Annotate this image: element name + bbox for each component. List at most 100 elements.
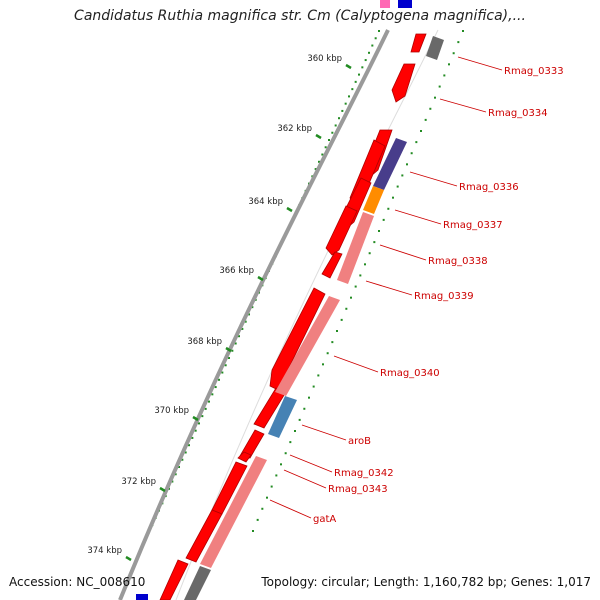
skew-dot (420, 130, 422, 132)
gc-dot (251, 306, 254, 309)
skew-dot (266, 496, 268, 499)
gc-dot (374, 37, 377, 40)
gene-label[interactable]: Rmag_0336 (459, 182, 519, 193)
gc-dot (331, 131, 334, 134)
cog-block[interactable] (426, 36, 444, 60)
skew-dot (359, 274, 362, 277)
cog-block[interactable] (184, 566, 211, 600)
gene-leader-line (457, 56, 503, 71)
gene-label[interactable]: Rmag_0343 (328, 484, 388, 495)
gc-dot (174, 473, 177, 476)
skew-dot (378, 230, 380, 232)
skew-dot (368, 252, 371, 255)
gc-dot (234, 342, 237, 345)
skew-dot (275, 474, 278, 477)
gene-leader-line (394, 209, 442, 225)
cog-block[interactable] (275, 296, 340, 396)
tick-mark (159, 486, 166, 493)
tick-label: 366 kbp (219, 266, 254, 276)
gc-dot (248, 313, 250, 316)
gc-dot (204, 407, 207, 410)
gc-dot (181, 458, 184, 461)
gc-dot (224, 364, 227, 367)
skew-dot (317, 374, 320, 377)
skew-dot (373, 241, 376, 244)
skew-dot (434, 96, 436, 99)
gene-label[interactable]: Rmag_0333 (504, 66, 564, 77)
gc-skew-dots (128, 30, 464, 577)
skew-dot (354, 285, 357, 288)
gene-track-forward (159, 33, 427, 600)
skew-dot (336, 330, 338, 332)
gene-arrow[interactable] (269, 287, 326, 391)
tick-mark (225, 346, 232, 353)
gene-label[interactable]: Rmag_0339 (414, 291, 474, 302)
topology-label: Topology: circular; Length: 1,160,782 bp… (261, 575, 591, 589)
skew-dot (308, 396, 310, 399)
gene-arrow[interactable] (159, 559, 189, 600)
cog-block[interactable] (337, 212, 374, 284)
gc-dot (191, 436, 194, 439)
gc-dot (238, 335, 240, 338)
tick-labels: 360 kbp 362 kbp 364 kbp 366 kbp 368 kbp 370 k… (87, 54, 352, 562)
skew-dot (350, 296, 352, 299)
cog-block[interactable] (268, 396, 297, 438)
gene-label[interactable]: Rmag_0340 (380, 368, 440, 379)
skew-dot (429, 107, 432, 110)
gc-dot (334, 124, 337, 127)
skew-dot (438, 85, 441, 88)
gene-leader-line (301, 424, 347, 441)
gene-label[interactable]: Rmag_0334 (488, 108, 548, 119)
gene-arrow[interactable] (239, 429, 265, 459)
gene-arrow[interactable] (410, 33, 427, 53)
skew-dot (270, 485, 273, 488)
gene-arrow[interactable] (185, 509, 223, 563)
gene-leader-line (333, 355, 379, 373)
gc-dot (184, 451, 187, 454)
skew-dot (326, 352, 329, 355)
map-title: Candidatus Ruthia magnifica str. Cm (Cal… (74, 8, 526, 24)
skew-dot (312, 385, 315, 388)
skew-dot (294, 430, 296, 432)
skew-dot (443, 74, 446, 77)
skew-dot (256, 518, 259, 521)
cog-block[interactable] (200, 456, 267, 568)
skew-dot (448, 63, 450, 66)
gene-label[interactable]: aroB (348, 436, 371, 447)
top-block-blue (398, 0, 412, 8)
tick-label: 364 kbp (248, 197, 283, 207)
gene-arrow[interactable] (237, 451, 252, 463)
gene-label[interactable]: Rmag_0337 (443, 220, 503, 231)
skew-dot (252, 530, 254, 532)
tick-label: 374 kbp (87, 546, 122, 556)
gc-dot (318, 160, 320, 163)
skew-dot (410, 152, 413, 155)
accession-label: Accession: NC_008610 (9, 575, 146, 589)
cog-block[interactable] (363, 186, 384, 214)
gc-dot (228, 357, 230, 359)
gc-dot (314, 168, 317, 171)
gc-dot (351, 88, 354, 91)
gc-dot (211, 393, 214, 396)
gc-dot (338, 117, 340, 120)
gc-dot (324, 146, 327, 149)
gene-leader-line (379, 244, 427, 261)
gene-arrow[interactable] (391, 63, 416, 103)
gc-dot (178, 466, 180, 468)
gene-leader-line (269, 499, 312, 519)
gene-leader-line (439, 98, 487, 113)
gc-dot (311, 175, 314, 178)
skew-dot (406, 163, 408, 166)
cog-block[interactable] (373, 138, 407, 190)
gene-arrow[interactable] (321, 251, 343, 279)
gene-label[interactable]: gatA (313, 514, 336, 525)
gc-dot (378, 30, 380, 32)
skew-dot (396, 185, 399, 188)
skew-dot (322, 363, 324, 366)
skew-dot (261, 507, 264, 510)
gene-label[interactable]: Rmag_0342 (334, 468, 394, 479)
gc-dot (371, 44, 374, 47)
gene-label[interactable]: Rmag_0338 (428, 256, 488, 267)
gc-dot (244, 320, 247, 323)
gc-dot (341, 109, 344, 112)
